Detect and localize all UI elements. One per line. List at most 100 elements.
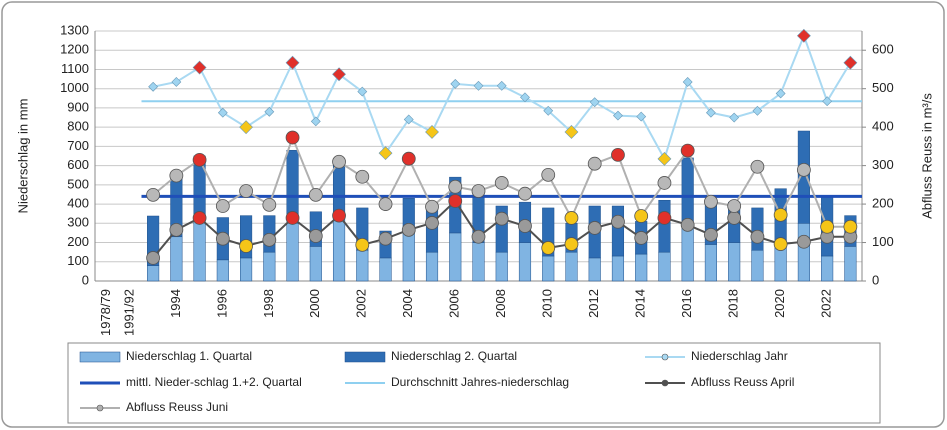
marker: [239, 120, 254, 135]
marker: [169, 168, 184, 183]
marker: [262, 197, 277, 212]
x-tick-label: 2022: [819, 289, 834, 318]
bar: [681, 157, 694, 224]
bar: [751, 249, 764, 282]
marker: [448, 194, 463, 208]
marker: [285, 130, 300, 145]
marker: [192, 60, 207, 75]
bar: [425, 251, 439, 282]
y-tick-label: 1100: [61, 61, 89, 76]
bar: [774, 246, 787, 282]
marker: [680, 143, 695, 158]
bar: [704, 244, 717, 282]
marker: [262, 232, 277, 247]
marker: [682, 77, 693, 87]
x-tick-label: 1991/92: [121, 289, 136, 336]
y2-tick-label: 500: [872, 80, 894, 95]
marker: [171, 77, 182, 87]
marker: [796, 162, 811, 177]
marker: [308, 187, 323, 202]
marker: [215, 231, 230, 246]
y-axis-title: Niederschlag in mm: [15, 99, 30, 214]
legend-marker: [96, 404, 104, 412]
marker: [148, 81, 159, 92]
marker: [215, 199, 230, 213]
marker: [332, 154, 346, 169]
marker: [192, 152, 207, 167]
legend-swatch: [79, 351, 121, 363]
marker: [564, 125, 579, 139]
marker: [750, 159, 765, 174]
x-tick-label: 1996: [214, 289, 229, 318]
marker: [589, 97, 600, 108]
marker: [843, 219, 858, 234]
marker: [357, 86, 368, 97]
marker: [378, 231, 393, 246]
marker: [401, 151, 416, 166]
marker: [473, 80, 484, 91]
marker: [704, 227, 718, 242]
x-tick-label: 1998: [261, 289, 276, 318]
y2-tick-label: 600: [872, 42, 894, 57]
marker: [471, 229, 486, 244]
marker: [355, 169, 370, 184]
marker: [657, 211, 672, 225]
marker: [518, 219, 532, 233]
marker: [401, 222, 416, 237]
marker: [843, 55, 858, 70]
y-tick-label: 900: [67, 99, 89, 114]
bar: [797, 130, 810, 224]
bar: [495, 205, 508, 253]
bar: [356, 249, 369, 282]
marker: [564, 237, 579, 251]
marker: [750, 229, 765, 244]
bar: [797, 223, 810, 282]
x-tick-label: 2016: [679, 289, 694, 318]
marker: [564, 211, 579, 225]
y-tick-label: 400: [67, 196, 89, 211]
x-tick-label: 2020: [772, 289, 787, 318]
marker: [332, 208, 346, 223]
marker: [634, 231, 649, 245]
y-tick-label: 300: [67, 215, 89, 230]
bar: [449, 232, 462, 282]
bar: [147, 215, 160, 266]
marker: [425, 125, 439, 139]
y-tick-label: 1200: [60, 42, 89, 57]
bar: [635, 253, 648, 282]
y-tick-label: 500: [67, 176, 89, 191]
marker: [378, 146, 393, 161]
legend-text: mittl. Nieder-schlag 1.+2. Quartal: [126, 375, 302, 389]
marker: [403, 114, 414, 125]
marker: [822, 96, 833, 107]
marker: [518, 186, 532, 201]
marker: [378, 197, 393, 211]
x-tick-label: 2004: [400, 289, 415, 318]
marker: [541, 167, 556, 182]
bar: [240, 257, 253, 282]
marker: [636, 111, 647, 122]
marker: [796, 234, 811, 249]
marker: [727, 199, 742, 213]
bar: [379, 257, 392, 282]
legend-box: [67, 342, 881, 424]
legend-marker: [661, 353, 669, 361]
legend-swatch: [344, 351, 386, 363]
y2-tick-label: 0: [872, 272, 879, 287]
marker: [496, 80, 507, 91]
x-tick-label: 2006: [447, 289, 462, 318]
marker: [613, 110, 623, 121]
x-tick-label: 2010: [540, 289, 555, 318]
bar: [681, 223, 694, 282]
legend-text: Niederschlag 1. Quartal: [126, 349, 252, 363]
marker: [146, 251, 161, 265]
legend-text: Durchschnitt Jahres-niederschlag: [391, 375, 569, 389]
marker: [471, 184, 486, 198]
marker: [239, 239, 253, 253]
bar: [472, 242, 485, 282]
y2-axis-title: Abfluss Reuss in m³/s: [919, 93, 934, 219]
marker: [285, 211, 300, 225]
marker: [729, 112, 740, 123]
x-tick-label: 2008: [493, 289, 508, 318]
marker: [705, 107, 716, 118]
